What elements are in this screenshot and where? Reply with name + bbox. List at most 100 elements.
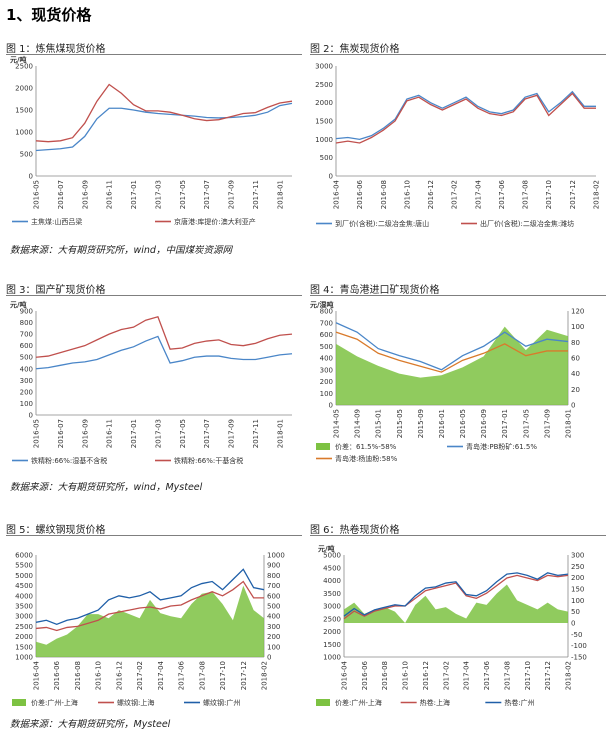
chart-4-imported-ore: 元/湿吨 0 100 200 300 400 500 600 700 800 0 20 40 60 80 10… <box>310 300 584 463</box>
x-tick-label: 2017-04 <box>463 660 471 690</box>
chart-2-coke: 0 500 1000 1500 2000 2500 3000 2016-04 2016-06 20… <box>315 63 601 229</box>
x-tick-label: 2015-09 <box>417 409 425 438</box>
legend-label: 铁精粉:66%:干基含税 <box>174 456 243 465</box>
y-tick-label: 400 <box>320 355 333 363</box>
y-right-tick-label: 150 <box>571 586 584 594</box>
y-right-tick-label: 200 <box>571 574 584 582</box>
y-right-tick-label: 50 <box>571 608 580 616</box>
figure-3-rule <box>6 295 302 296</box>
x-tick-label: 2016-09 <box>480 409 488 438</box>
x-tick-label: 2016-04 <box>33 660 41 690</box>
y-tick-label: 2500 <box>15 63 33 71</box>
legend-swatch <box>316 699 330 706</box>
y-tick-label: 900 <box>20 308 33 316</box>
x-tick-label: 2016-07 <box>57 419 65 448</box>
source-row-3: 数据来源：大有期货研究所，Mysteel <box>10 719 171 730</box>
figure-2-title: 图 2：焦炭现货价格 <box>310 44 400 55</box>
y-right-tick-label: 800 <box>267 572 280 580</box>
x-tick-label: 2018-02 <box>593 180 601 209</box>
y-tick-label: 5000 <box>323 552 341 560</box>
series-line <box>343 574 569 620</box>
y-tick-label: 200 <box>20 388 33 396</box>
x-tick-label: 2016-12 <box>427 180 435 209</box>
y-tick-label: 1000 <box>315 136 333 144</box>
figure-2-rule <box>310 54 606 55</box>
x-tick-label: 2017-02 <box>451 180 459 209</box>
x-tick-label: 2017-10 <box>545 180 553 209</box>
y-right-tick-label: 400 <box>267 613 280 621</box>
legend-label: 价差:广州-上海 <box>335 698 382 707</box>
source-row-1: 数据来源：大有期货研究所，wind，中国煤炭资源网 <box>10 245 232 256</box>
y-tick-label: 3000 <box>15 613 33 621</box>
y-tick-label: 1500 <box>315 118 333 126</box>
y-tick-label: 5000 <box>15 572 33 580</box>
series-line <box>335 331 568 373</box>
y-tick-label: 4500 <box>15 582 33 590</box>
x-tick-label: 2018-02 <box>565 661 573 690</box>
legend-swatch <box>316 443 330 450</box>
y-right-tick-label: -100 <box>571 642 587 650</box>
legend-label: 螺纹钢:广州 <box>203 698 240 707</box>
y-right-tick-label: 40 <box>571 370 580 378</box>
x-tick-label: 2016-08 <box>74 661 82 690</box>
chart-5-rebar: 1000150020002500300035004000450050005500… <box>12 552 285 707</box>
legend-label: 到厂价(含税):二级冶金焦:唐山 <box>335 219 429 228</box>
x-tick-label: 2016-07 <box>57 180 65 209</box>
y-right-tick-label: 100 <box>571 597 584 605</box>
y-tick-label: 800 <box>20 319 33 327</box>
series-area <box>344 584 568 623</box>
unit-label: 元/吨 <box>318 544 335 553</box>
y-tick-label: 200 <box>320 378 333 386</box>
y-tick-label: 2000 <box>315 99 333 107</box>
y-right-tick-label: 500 <box>267 603 280 611</box>
y-tick-label: 500 <box>320 154 333 162</box>
legend-swatch <box>12 699 26 706</box>
x-tick-label: 2016-11 <box>106 419 114 448</box>
y-right-tick-label: 900 <box>267 562 280 570</box>
x-tick-label: 2016-10 <box>402 661 410 690</box>
x-tick-label: 2017-08 <box>522 180 530 209</box>
x-tick-label: 2016-05 <box>459 409 467 438</box>
x-tick-label: 2016-05 <box>33 419 41 448</box>
x-tick-label: 2017-01 <box>130 419 138 448</box>
x-tick-label: 2017-12 <box>544 661 552 690</box>
x-tick-label: 2017-05 <box>179 180 187 209</box>
x-tick-label: 2017-07 <box>203 180 211 209</box>
y-tick-label: 3500 <box>323 590 341 598</box>
y-right-tick-label: 300 <box>267 623 280 631</box>
x-tick-label: 2017-08 <box>503 661 511 690</box>
series-line <box>35 83 293 143</box>
y-tick-label: 700 <box>20 331 33 339</box>
x-tick-label: 2017-07 <box>203 419 211 448</box>
legend-label: 螺纹钢:上海 <box>117 698 154 707</box>
x-tick-label: 2017-12 <box>240 661 248 690</box>
x-tick-label: 2017-05 <box>179 419 187 448</box>
legend-label: 热卷:上海 <box>420 698 450 707</box>
legend-label: 京唐港:库提价:澳大利亚产 <box>174 217 256 226</box>
x-tick-label: 2017-09 <box>228 419 236 448</box>
x-tick-label: 2017-08 <box>198 661 206 690</box>
y-right-tick-label: 120 <box>571 308 584 316</box>
y-tick-label: 2500 <box>323 615 341 623</box>
y-tick-label: 0 <box>329 173 333 181</box>
y-tick-label: 0 <box>329 402 333 410</box>
x-tick-label: 2017-12 <box>569 180 577 209</box>
y-right-tick-label: 300 <box>571 552 584 560</box>
y-tick-label: 2000 <box>15 85 33 93</box>
y-tick-label: 2500 <box>15 623 33 631</box>
y-tick-label: 2500 <box>315 81 333 89</box>
y-tick-label: 2000 <box>323 628 341 636</box>
chart-1-coking-coal: 元/吨 0 500 1000 1500 2000 2500 2016-05 2016-07 201… <box>10 55 293 226</box>
y-tick-label: 100 <box>320 390 333 398</box>
x-tick-label: 2016-04 <box>341 660 349 690</box>
y-right-tick-label: 250 <box>571 563 584 571</box>
y-tick-label: 1500 <box>15 107 33 115</box>
figure-4-rule <box>310 295 606 296</box>
y-tick-label: 100 <box>20 400 33 408</box>
x-tick-label: 2017-11 <box>252 180 260 209</box>
figure-6-title: 图 6：热卷现货价格 <box>310 525 400 536</box>
x-tick-label: 2016-06 <box>356 179 364 209</box>
y-right-tick-label: 600 <box>267 592 280 600</box>
y-tick-label: 600 <box>320 331 333 339</box>
x-tick-label: 2016-06 <box>53 660 61 690</box>
